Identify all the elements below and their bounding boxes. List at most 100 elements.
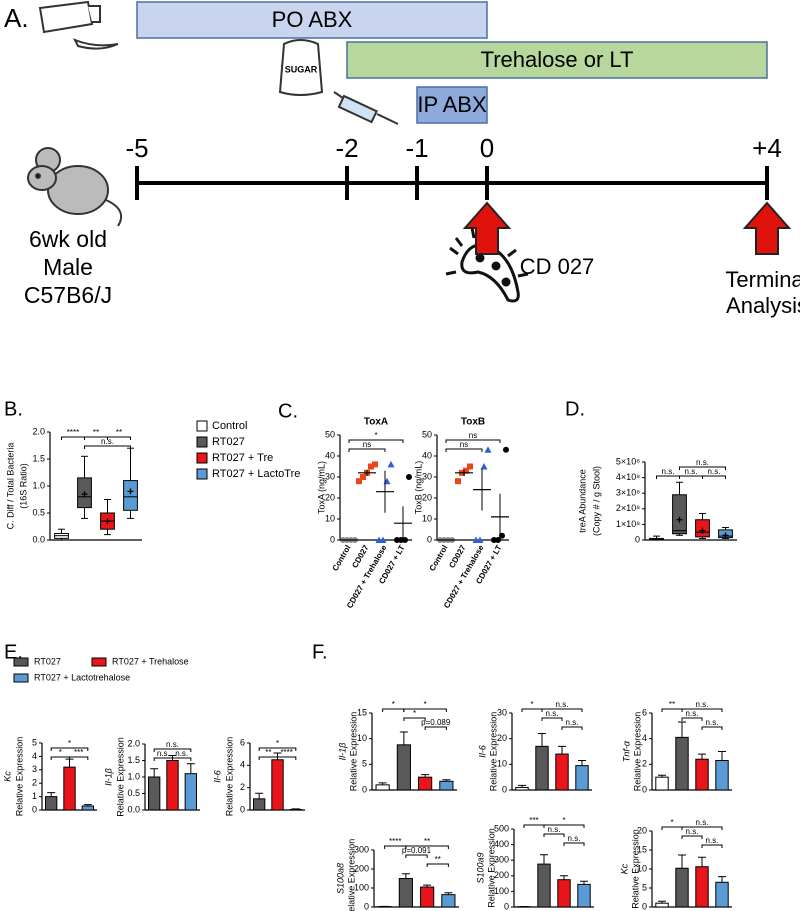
data-point [360, 474, 366, 480]
y-axis-label: Relative Expression [348, 712, 358, 792]
bar [252, 798, 266, 811]
y-axis-label: Il-6 [477, 745, 487, 758]
error-bar [47, 792, 56, 797]
mean-marker [676, 516, 683, 523]
y-tick-label: 1.0 [32, 480, 45, 490]
significance-bracket [681, 835, 703, 839]
y-axis-label: ToxA (ng/mL) [316, 461, 326, 514]
y-tick-label: 5 [642, 882, 647, 892]
y-axis-label: Relative Expression [14, 737, 24, 817]
y-tick-label: 6 [240, 737, 245, 747]
significance-label: p=0.089 [421, 718, 451, 727]
bar [535, 745, 549, 791]
event-arrow [742, 201, 792, 255]
error-bar [698, 856, 706, 867]
significance-label: ** [435, 855, 441, 864]
y-tick-label: 0.0 [32, 534, 45, 544]
legend-label: RT027 + Lactotrehalose [34, 672, 130, 682]
significance-label: **** [67, 428, 79, 437]
panel-label: F. [312, 641, 328, 663]
significance-bracket [424, 726, 447, 730]
legend-label: RT027 [212, 436, 245, 448]
significance-label: ns [363, 440, 371, 449]
significance-label: *** [74, 748, 83, 757]
significance-label: ns [469, 431, 477, 440]
treatment-bar [416, 86, 488, 124]
legend-swatch [13, 657, 29, 667]
data-point [503, 446, 509, 453]
chart-title: ToxB [461, 417, 485, 428]
legend-label: RT027 + LactoTre [212, 468, 300, 480]
y-axis-label: Relative Expression [488, 712, 498, 792]
y-axis-label: ToxB (ng/mL) [413, 461, 423, 515]
error-bar [718, 876, 726, 883]
significance-label: n.s. [708, 467, 721, 476]
significance-bracket [701, 844, 723, 848]
significance-label: * [562, 816, 565, 825]
bar [271, 759, 284, 811]
error-bar [255, 792, 264, 799]
y-tick-label: 3×10⁸ [616, 488, 640, 498]
data-point [463, 467, 469, 474]
significance-bracket [153, 748, 192, 752]
y-tick-label: 5 [32, 737, 37, 747]
y-tick-label: 1.0 [127, 771, 140, 781]
bar [557, 879, 571, 908]
y-tick-label: 30 [497, 707, 507, 717]
y-tick-label: 0 [364, 901, 369, 911]
y-tick-label: 1×10⁸ [616, 519, 640, 529]
y-tick-label: 2.0 [127, 738, 140, 748]
bar [44, 796, 58, 811]
y-tick-label: 15 [357, 707, 367, 717]
significance-label: * [424, 700, 427, 709]
treatment-label: PO ABX [272, 7, 353, 32]
significance-label: n.s. [566, 718, 579, 727]
y-tick-label: 10 [422, 513, 432, 523]
significance-label: ** [116, 428, 122, 437]
data-point [356, 478, 362, 485]
y-tick-label: 10 [497, 759, 507, 769]
y-tick-label: 5×10⁸ [616, 456, 640, 466]
y-tick-label: 4 [240, 760, 245, 770]
data-point [480, 463, 488, 470]
data-point [387, 460, 395, 468]
y-tick-label: 0 [240, 804, 245, 814]
treatment-bar [136, 1, 488, 39]
significance-label: * [392, 700, 395, 709]
significance-label: **** [389, 837, 401, 846]
error-bar [378, 782, 387, 785]
y-axis-label: Relative Expression [115, 737, 125, 817]
y-tick-label: 0 [502, 784, 507, 794]
y-tick-label: 100 [354, 882, 369, 892]
y-tick-label: 4 [642, 733, 647, 743]
significance-label: n.s. [706, 718, 719, 727]
box [672, 494, 687, 535]
bar [184, 773, 198, 811]
significance-bracket [702, 475, 726, 479]
significance-label: n.s. [685, 467, 698, 476]
significance-bracket [405, 854, 428, 858]
y-tick-label: 0.5 [32, 507, 45, 517]
error-bar [580, 880, 588, 885]
significance-bracket [561, 726, 583, 730]
y-tick-label: 0 [362, 784, 367, 794]
y-axis-label: treA Abundance [577, 469, 587, 533]
significance-bracket [405, 845, 449, 849]
significance-label: * [374, 431, 377, 440]
significance-bracket [445, 439, 501, 443]
y-tick-label: 200 [494, 870, 509, 880]
significance-bracket [681, 717, 703, 721]
y-tick-label: 2 [32, 778, 37, 788]
bar [655, 776, 669, 791]
bar [81, 805, 95, 811]
box [123, 480, 138, 511]
y-tick-label: 6 [642, 707, 647, 717]
significance-label: n.s. [546, 709, 559, 718]
significance-label: *** [529, 816, 538, 825]
legend-swatch [196, 468, 208, 480]
y-axis-label: Relative Expression [486, 828, 496, 908]
sugar-label: SUGAR [285, 64, 318, 74]
bar [695, 866, 709, 908]
legend-label: RT027 + Tre [212, 452, 273, 464]
